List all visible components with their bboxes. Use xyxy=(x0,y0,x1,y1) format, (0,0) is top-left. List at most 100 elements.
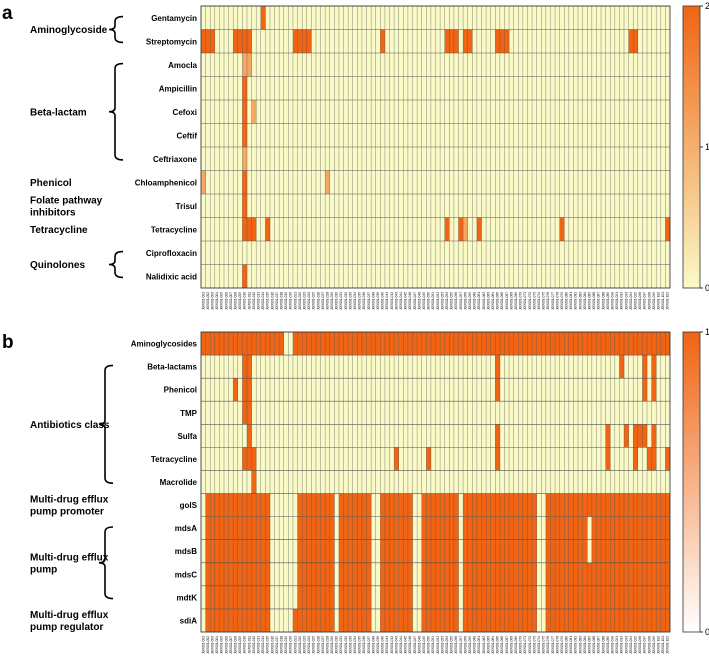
heatmap-frame xyxy=(200,5,671,289)
column-label: JGX001-029 xyxy=(330,636,334,654)
heatmap-cell xyxy=(251,447,257,471)
heatmap-cell xyxy=(325,539,330,563)
colorbar-segment xyxy=(683,189,700,195)
heatmap-cell xyxy=(398,332,404,356)
heatmap-cell xyxy=(555,332,560,356)
heatmap-cell xyxy=(591,332,597,356)
heatmap-cell xyxy=(476,493,482,517)
heatmap-cell xyxy=(467,29,473,53)
heatmap-cell xyxy=(352,516,358,540)
heatmap-cell xyxy=(495,29,501,53)
heatmap-cell xyxy=(380,608,386,632)
heatmap-cell xyxy=(453,608,459,632)
column-label: JGX001-071 xyxy=(523,292,527,310)
row-label: mdsB xyxy=(175,547,197,556)
heatmap-cell xyxy=(555,516,560,540)
column-label: JGX001-013 xyxy=(256,636,260,654)
column-label: JGX001-045 xyxy=(404,292,408,310)
row-label: Gentamycin xyxy=(151,14,197,23)
heatmap-cell xyxy=(371,332,376,356)
column-label: JGX001-052 xyxy=(436,292,440,310)
heatmap-cell xyxy=(504,539,510,563)
heatmap-cell xyxy=(624,493,629,517)
heatmap-cell xyxy=(642,355,648,379)
colorbar-segment xyxy=(683,38,700,44)
heatmap-cell xyxy=(251,539,257,563)
column-label: JGX001-044 xyxy=(399,292,403,310)
heatmap-cell xyxy=(444,332,450,356)
heatmap-cell xyxy=(421,585,427,609)
column-label: JGX001-039 xyxy=(376,292,380,310)
column-label: JGX001-021 xyxy=(293,636,297,654)
heatmap-cell xyxy=(559,585,565,609)
heatmap-cell xyxy=(467,493,473,517)
heatmap-cell xyxy=(637,585,643,609)
column-label: JGX001-097 xyxy=(643,292,647,310)
column-label: JGX001-079 xyxy=(560,292,564,310)
heatmap-cell xyxy=(223,562,229,586)
heatmap-cell xyxy=(472,332,478,356)
heatmap-cell xyxy=(338,562,344,586)
heatmap-cell xyxy=(660,332,666,356)
heatmap-cell xyxy=(601,332,606,356)
column-label: JGX001-002 xyxy=(206,636,210,654)
heatmap-cell xyxy=(403,539,409,563)
heatmap-cell xyxy=(389,608,395,632)
colorbar-tick-label: 1 xyxy=(705,142,709,152)
column-label: JGX001-027 xyxy=(321,292,325,310)
colorbar-segment xyxy=(683,547,700,553)
heatmap-cell xyxy=(348,608,353,632)
heatmap-cell xyxy=(237,493,243,517)
heatmap-cell xyxy=(458,332,464,356)
heatmap-frame xyxy=(200,331,671,633)
heatmap-cell xyxy=(246,608,252,632)
heatmap-cell xyxy=(242,147,248,171)
heatmap-cell xyxy=(334,332,340,356)
heatmap-cell xyxy=(311,585,317,609)
colorbar-segment xyxy=(683,532,700,538)
heatmap-cell xyxy=(495,424,501,448)
heatmap-cell xyxy=(329,516,335,540)
colorbar-segment xyxy=(683,477,700,483)
heatmap-cell xyxy=(504,332,510,356)
heatmap-cell xyxy=(394,447,399,471)
heatmap-cell xyxy=(260,516,266,540)
column-label: JGX001-011 xyxy=(247,292,251,310)
heatmap-cell xyxy=(256,585,261,609)
heatmap-cell xyxy=(532,608,537,632)
column-label: JGX001-076 xyxy=(546,636,550,654)
heatmap-cell xyxy=(210,332,215,356)
column-label: JGX001-060 xyxy=(473,636,477,654)
heatmap-cell xyxy=(315,585,321,609)
group-label: Multi-drug efflux xyxy=(30,495,109,506)
colorbar-segment xyxy=(683,332,700,338)
heatmap-cell xyxy=(380,585,386,609)
heatmap-cell xyxy=(361,516,367,540)
heatmap-cell xyxy=(647,608,652,632)
heatmap-cell xyxy=(637,516,643,540)
heatmap-cell xyxy=(251,562,257,586)
heatmap-cell xyxy=(449,585,455,609)
column-label: JGX001-040 xyxy=(381,292,385,310)
column-label: JGX001-057 xyxy=(459,636,463,654)
heatmap-cell xyxy=(384,585,390,609)
column-label: JGX001-049 xyxy=(422,636,426,654)
column-label: JGX001-058 xyxy=(463,636,467,654)
heatmap-cell xyxy=(665,332,671,356)
heatmap-cell xyxy=(440,608,445,632)
group-label: inhibitors xyxy=(30,207,76,218)
column-label: JGX001-031 xyxy=(339,292,343,310)
heatmap-cell xyxy=(610,585,616,609)
heatmap-cell xyxy=(205,608,211,632)
column-label: JGX001-019 xyxy=(284,636,288,654)
heatmap-cell xyxy=(256,332,261,356)
heatmap-cell xyxy=(582,562,588,586)
heatmap-cell xyxy=(637,539,643,563)
heatmap-b: Aminoglycosides Beta-lactams Phenicol TMP Su… xyxy=(30,327,709,654)
heatmap-cell xyxy=(366,493,372,517)
heatmap-cell xyxy=(527,332,533,356)
colorbar-segment xyxy=(683,497,700,503)
heatmap-cell xyxy=(582,332,588,356)
heatmap-cell xyxy=(269,332,275,356)
column-label: JGX001-101 xyxy=(661,292,665,310)
